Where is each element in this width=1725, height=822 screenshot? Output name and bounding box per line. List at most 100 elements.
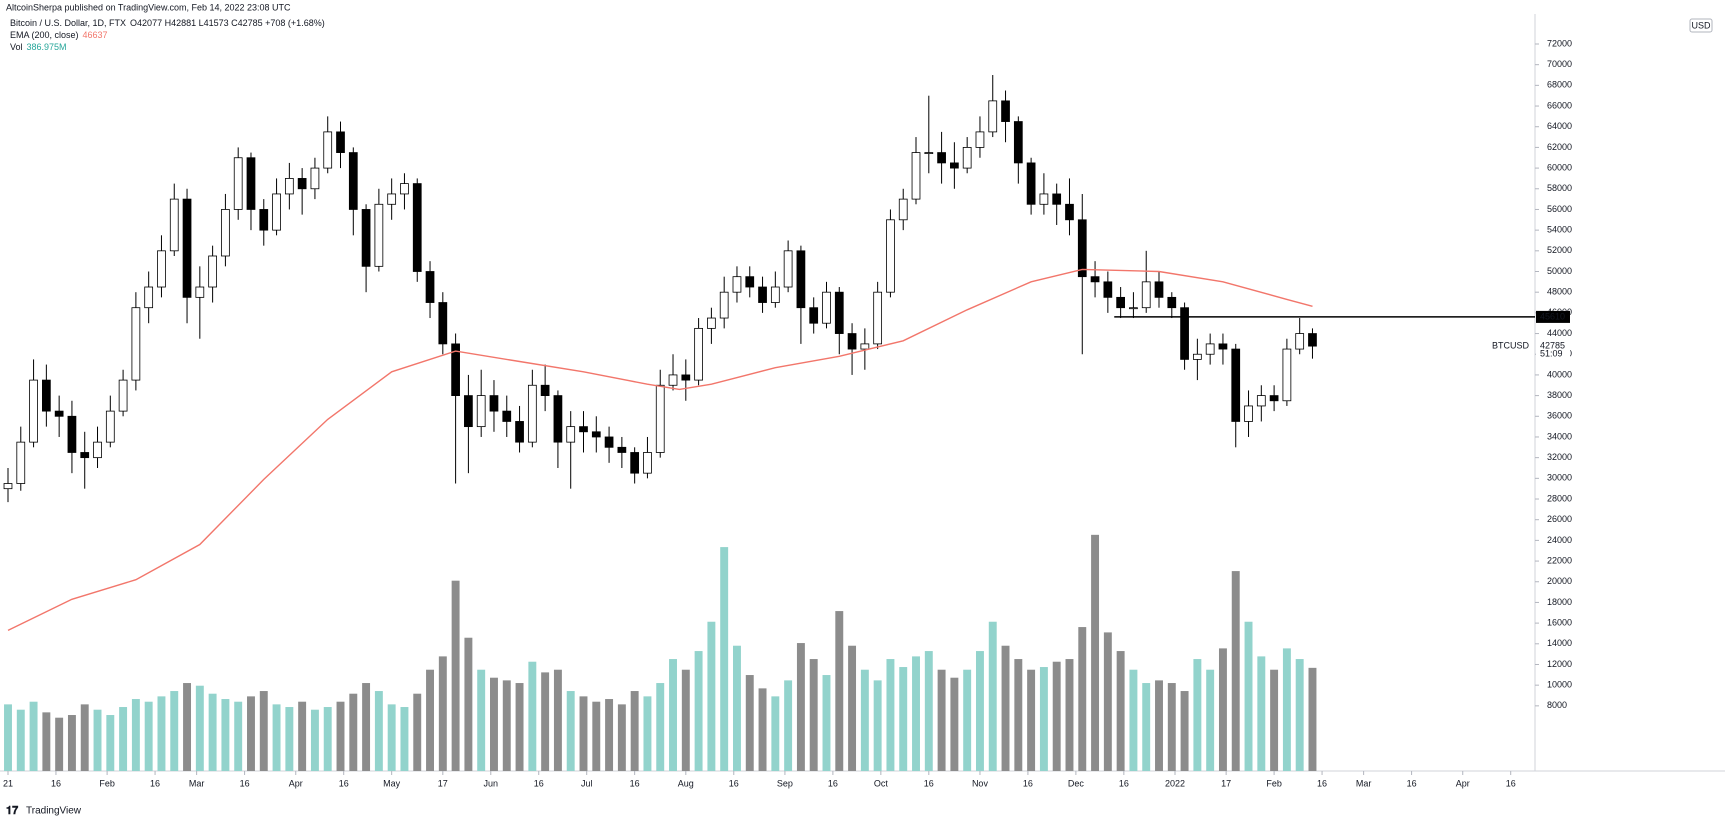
volume-bar bbox=[349, 693, 358, 771]
y-tick-label: 16000 bbox=[1547, 617, 1572, 627]
y-tick-label: 54000 bbox=[1547, 225, 1572, 235]
candle-body bbox=[412, 183, 422, 272]
volume-bar bbox=[1270, 669, 1279, 771]
candle-body bbox=[489, 395, 499, 412]
level-label: 45610 bbox=[1540, 311, 1565, 321]
volume-bar bbox=[1142, 683, 1151, 771]
candle-body bbox=[425, 271, 435, 303]
y-tick-label: 20000 bbox=[1547, 576, 1572, 586]
candle-body bbox=[911, 152, 921, 200]
volume-bar bbox=[247, 696, 255, 771]
x-tick-label: 16 bbox=[729, 778, 739, 788]
candle-body bbox=[284, 178, 294, 195]
candle-body bbox=[655, 384, 665, 453]
x-tick-label: 16 bbox=[240, 778, 250, 788]
volume-bar bbox=[234, 701, 243, 771]
candle-body bbox=[297, 178, 307, 190]
y-tick-label: 70000 bbox=[1547, 59, 1572, 69]
volume-bar bbox=[937, 669, 946, 771]
candle-body bbox=[1077, 219, 1087, 278]
volume-bar bbox=[477, 669, 486, 771]
x-tick-label: 16 bbox=[339, 778, 349, 788]
volume-bar bbox=[29, 701, 38, 771]
x-tick-label: Aug bbox=[678, 778, 694, 788]
volume-bar bbox=[758, 688, 767, 771]
volume-bar bbox=[566, 691, 575, 771]
candle-body bbox=[1282, 348, 1292, 402]
candle-body bbox=[182, 198, 192, 298]
volume-bar bbox=[195, 685, 204, 771]
volume-bar bbox=[835, 611, 844, 771]
candle-body bbox=[131, 307, 141, 381]
candle-body bbox=[1052, 193, 1062, 205]
volume-bar bbox=[67, 715, 76, 771]
y-tick-label: 64000 bbox=[1547, 121, 1572, 131]
volume-bar bbox=[42, 712, 51, 771]
volume-layer bbox=[4, 534, 1317, 771]
volume-bar bbox=[93, 709, 102, 771]
x-tick-label: 16 bbox=[1023, 778, 1033, 788]
vol-value: 386.975M bbox=[27, 42, 67, 52]
volume-bar bbox=[630, 691, 639, 771]
candle-body bbox=[93, 441, 102, 459]
candle-body bbox=[233, 157, 243, 210]
candle-body bbox=[898, 198, 908, 221]
currency-box[interactable] bbox=[1689, 18, 1713, 33]
candle-body bbox=[591, 431, 601, 438]
candle-body bbox=[527, 384, 537, 443]
volume-bar bbox=[464, 637, 473, 771]
candle-body bbox=[783, 250, 793, 288]
candle-body bbox=[1218, 343, 1228, 350]
volume-bar bbox=[221, 699, 230, 771]
candle-body bbox=[54, 410, 64, 417]
candle-body bbox=[348, 152, 358, 210]
volume-bar bbox=[528, 661, 537, 771]
x-tick-label: Mar bbox=[1356, 778, 1372, 788]
volume-bar bbox=[975, 651, 984, 771]
volume-bar bbox=[1039, 667, 1048, 771]
y-tick-label: 62000 bbox=[1547, 142, 1572, 152]
candle-body bbox=[770, 286, 780, 303]
volume-bar bbox=[106, 715, 115, 771]
x-tick-label: 17 bbox=[438, 778, 448, 788]
volume-bar bbox=[285, 707, 294, 771]
volume-bar bbox=[1180, 691, 1189, 771]
vol-legend: Vol 386.975M bbox=[10, 42, 67, 52]
volume-bar bbox=[515, 683, 524, 771]
candle-body bbox=[566, 426, 576, 443]
volume-bar bbox=[1027, 669, 1036, 771]
volume-bar bbox=[502, 680, 511, 771]
candle-body bbox=[323, 131, 333, 169]
ema-legend: EMA (200, close) 46637 bbox=[10, 30, 108, 40]
volume-bar bbox=[362, 683, 371, 771]
volume-bar bbox=[1103, 632, 1112, 771]
x-tick-label: Mar bbox=[189, 778, 205, 788]
symbol-title: Bitcoin / U.S. Dollar, 1D, FTX O42077 H42… bbox=[10, 18, 325, 28]
candle-body bbox=[1001, 100, 1010, 122]
candle-body bbox=[41, 379, 51, 412]
candle-body bbox=[118, 379, 128, 412]
y-tick-label: 34000 bbox=[1547, 431, 1572, 441]
y-tick-label: 24000 bbox=[1547, 535, 1572, 545]
volume-bar bbox=[1244, 621, 1253, 771]
volume-bar bbox=[183, 683, 192, 771]
candle-body bbox=[374, 203, 384, 267]
x-tick-label: 16 bbox=[1506, 778, 1516, 788]
y-tick-label: 14000 bbox=[1547, 638, 1572, 648]
ema-line bbox=[7, 268, 1313, 632]
candle-body bbox=[1167, 296, 1177, 309]
candle-body bbox=[1013, 121, 1023, 164]
volume-bar bbox=[1218, 648, 1227, 771]
volume-bar bbox=[1078, 627, 1087, 771]
candle-body bbox=[604, 436, 614, 448]
volume-bar bbox=[1091, 534, 1100, 771]
volume-bar bbox=[809, 659, 818, 771]
y-tick-label: 30000 bbox=[1547, 473, 1572, 483]
y-tick-label: 50000 bbox=[1547, 266, 1572, 276]
candle-body bbox=[1026, 162, 1036, 205]
countdown: 51:09 bbox=[1540, 348, 1563, 358]
volume-bar bbox=[822, 675, 831, 771]
volume-bar bbox=[310, 709, 319, 771]
volume-bar bbox=[400, 707, 409, 771]
volume-bar bbox=[541, 672, 550, 771]
